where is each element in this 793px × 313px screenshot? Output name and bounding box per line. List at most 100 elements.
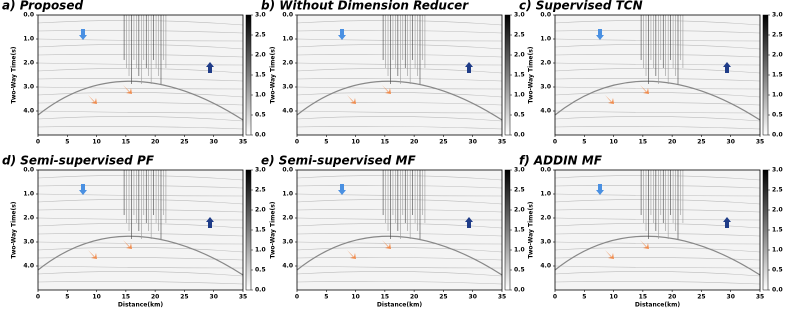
y-tick-label: 3.0 [282,84,293,91]
x-axis-label: Distance(km) [118,302,163,309]
reflector [37,92,244,98]
reflector [296,30,503,34]
x-tick-label: 30 [469,139,477,146]
panel-title: f) ADDIN MF [519,154,603,168]
colorbar-tick-label: 0.5 [514,112,525,119]
x-tick-label: 10 [351,139,359,146]
y-tick-label: 4.0 [540,263,551,270]
colorbar-tick-label: 1.5 [255,227,266,234]
x-tick-label: 15 [122,139,130,146]
reflector [37,62,244,66]
colorbar-tick-label: 2.0 [514,207,525,214]
reflector [554,199,761,205]
x-tick-label: 35 [498,294,506,301]
x-tick-label: 20 [410,294,418,301]
colorbar-tick-label: 2.0 [772,207,783,214]
x-tick-label: 5 [582,294,586,301]
arrow [206,62,214,73]
reflector [296,247,503,253]
arrow [79,184,87,195]
reflector [554,223,761,229]
reflector [296,68,503,74]
colorbar [245,169,252,291]
arrow [79,29,87,40]
colorbar-tick-label: 2.0 [255,52,266,59]
reflector [554,265,761,269]
y-axis-label: Two-Way Time(s) [270,201,277,258]
reflector [37,78,244,82]
colorbar-tick-label: 3.0 [514,12,525,19]
y-tick-label: 2.0 [23,215,34,222]
reflector [554,44,761,50]
reflector [296,265,503,269]
x-tick-label: 30 [469,294,477,301]
plot-frame [554,169,761,291]
arrow [596,29,604,40]
reflector [296,281,503,285]
x-tick-label: 35 [756,139,764,146]
colorbar-tick-label: 2.5 [514,187,525,194]
x-tick-label: 25 [180,139,188,146]
arrow [347,95,356,104]
colorbar-tick-label: 1.5 [772,227,783,234]
panel-title: b) Without Dimension Reducer [261,0,469,13]
x-tick-label: 35 [756,294,764,301]
image-area [38,15,243,135]
x-axis-label: Distance(km) [377,302,422,309]
x-tick-label: 35 [239,294,247,301]
reflector [37,271,244,277]
reflector [296,92,503,98]
reflector [296,102,503,106]
arrow [723,62,731,73]
arrow [382,240,391,249]
y-tick-label: 3.0 [23,84,34,91]
colorbar-tick-label: 0.0 [772,287,783,294]
reflector [37,102,244,106]
reflector [37,185,244,189]
reflector [37,247,244,253]
x-tick-label: 20 [151,294,159,301]
colorbar-tick-label: 0.5 [255,267,266,274]
reflector [554,102,761,106]
image-texture [554,15,761,130]
panel-title: d) Semi-supervised PF [2,154,155,168]
arrow [347,250,356,259]
reflector [296,20,503,26]
x-tick-label: 30 [210,139,218,146]
y-tick-label: 4.0 [282,263,293,270]
x-tick-label: 35 [498,139,506,146]
panel-title: a) Proposed [2,0,83,13]
y-axis-label: Two-Way Time(s) [11,46,18,103]
y-tick-label: 2.0 [282,60,293,67]
colorbar-tick-label: 2.5 [772,187,783,194]
reflector [37,175,244,181]
arrow [605,95,614,104]
arrow [640,85,649,94]
x-tick-label: 10 [609,294,617,301]
y-tick-label: 1.0 [23,191,34,198]
colorbar-tick-label: 1.5 [514,72,525,79]
reflector [296,44,503,50]
plot-frame [37,14,244,136]
colorbar-tick-label: 2.5 [772,32,783,39]
reflector [37,199,244,205]
reflector [554,185,761,189]
colorbar-tick-label: 0.5 [514,267,525,274]
reflector [37,126,244,130]
image-area [555,170,760,290]
reflector [37,30,244,34]
reflector [296,175,503,181]
plot-frame [296,169,503,291]
reflector [296,217,503,221]
reflector [554,110,761,114]
reflector [554,247,761,253]
y-tick-label: 3.0 [23,239,34,246]
y-tick-label: 1.0 [23,36,34,43]
x-tick-label: 25 [697,294,705,301]
y-tick-label: 0.0 [282,12,293,19]
arrow [88,250,97,259]
y-tick-label: 1.0 [540,191,551,198]
colorbar-tick-label: 2.5 [255,187,266,194]
reflector [554,271,761,277]
